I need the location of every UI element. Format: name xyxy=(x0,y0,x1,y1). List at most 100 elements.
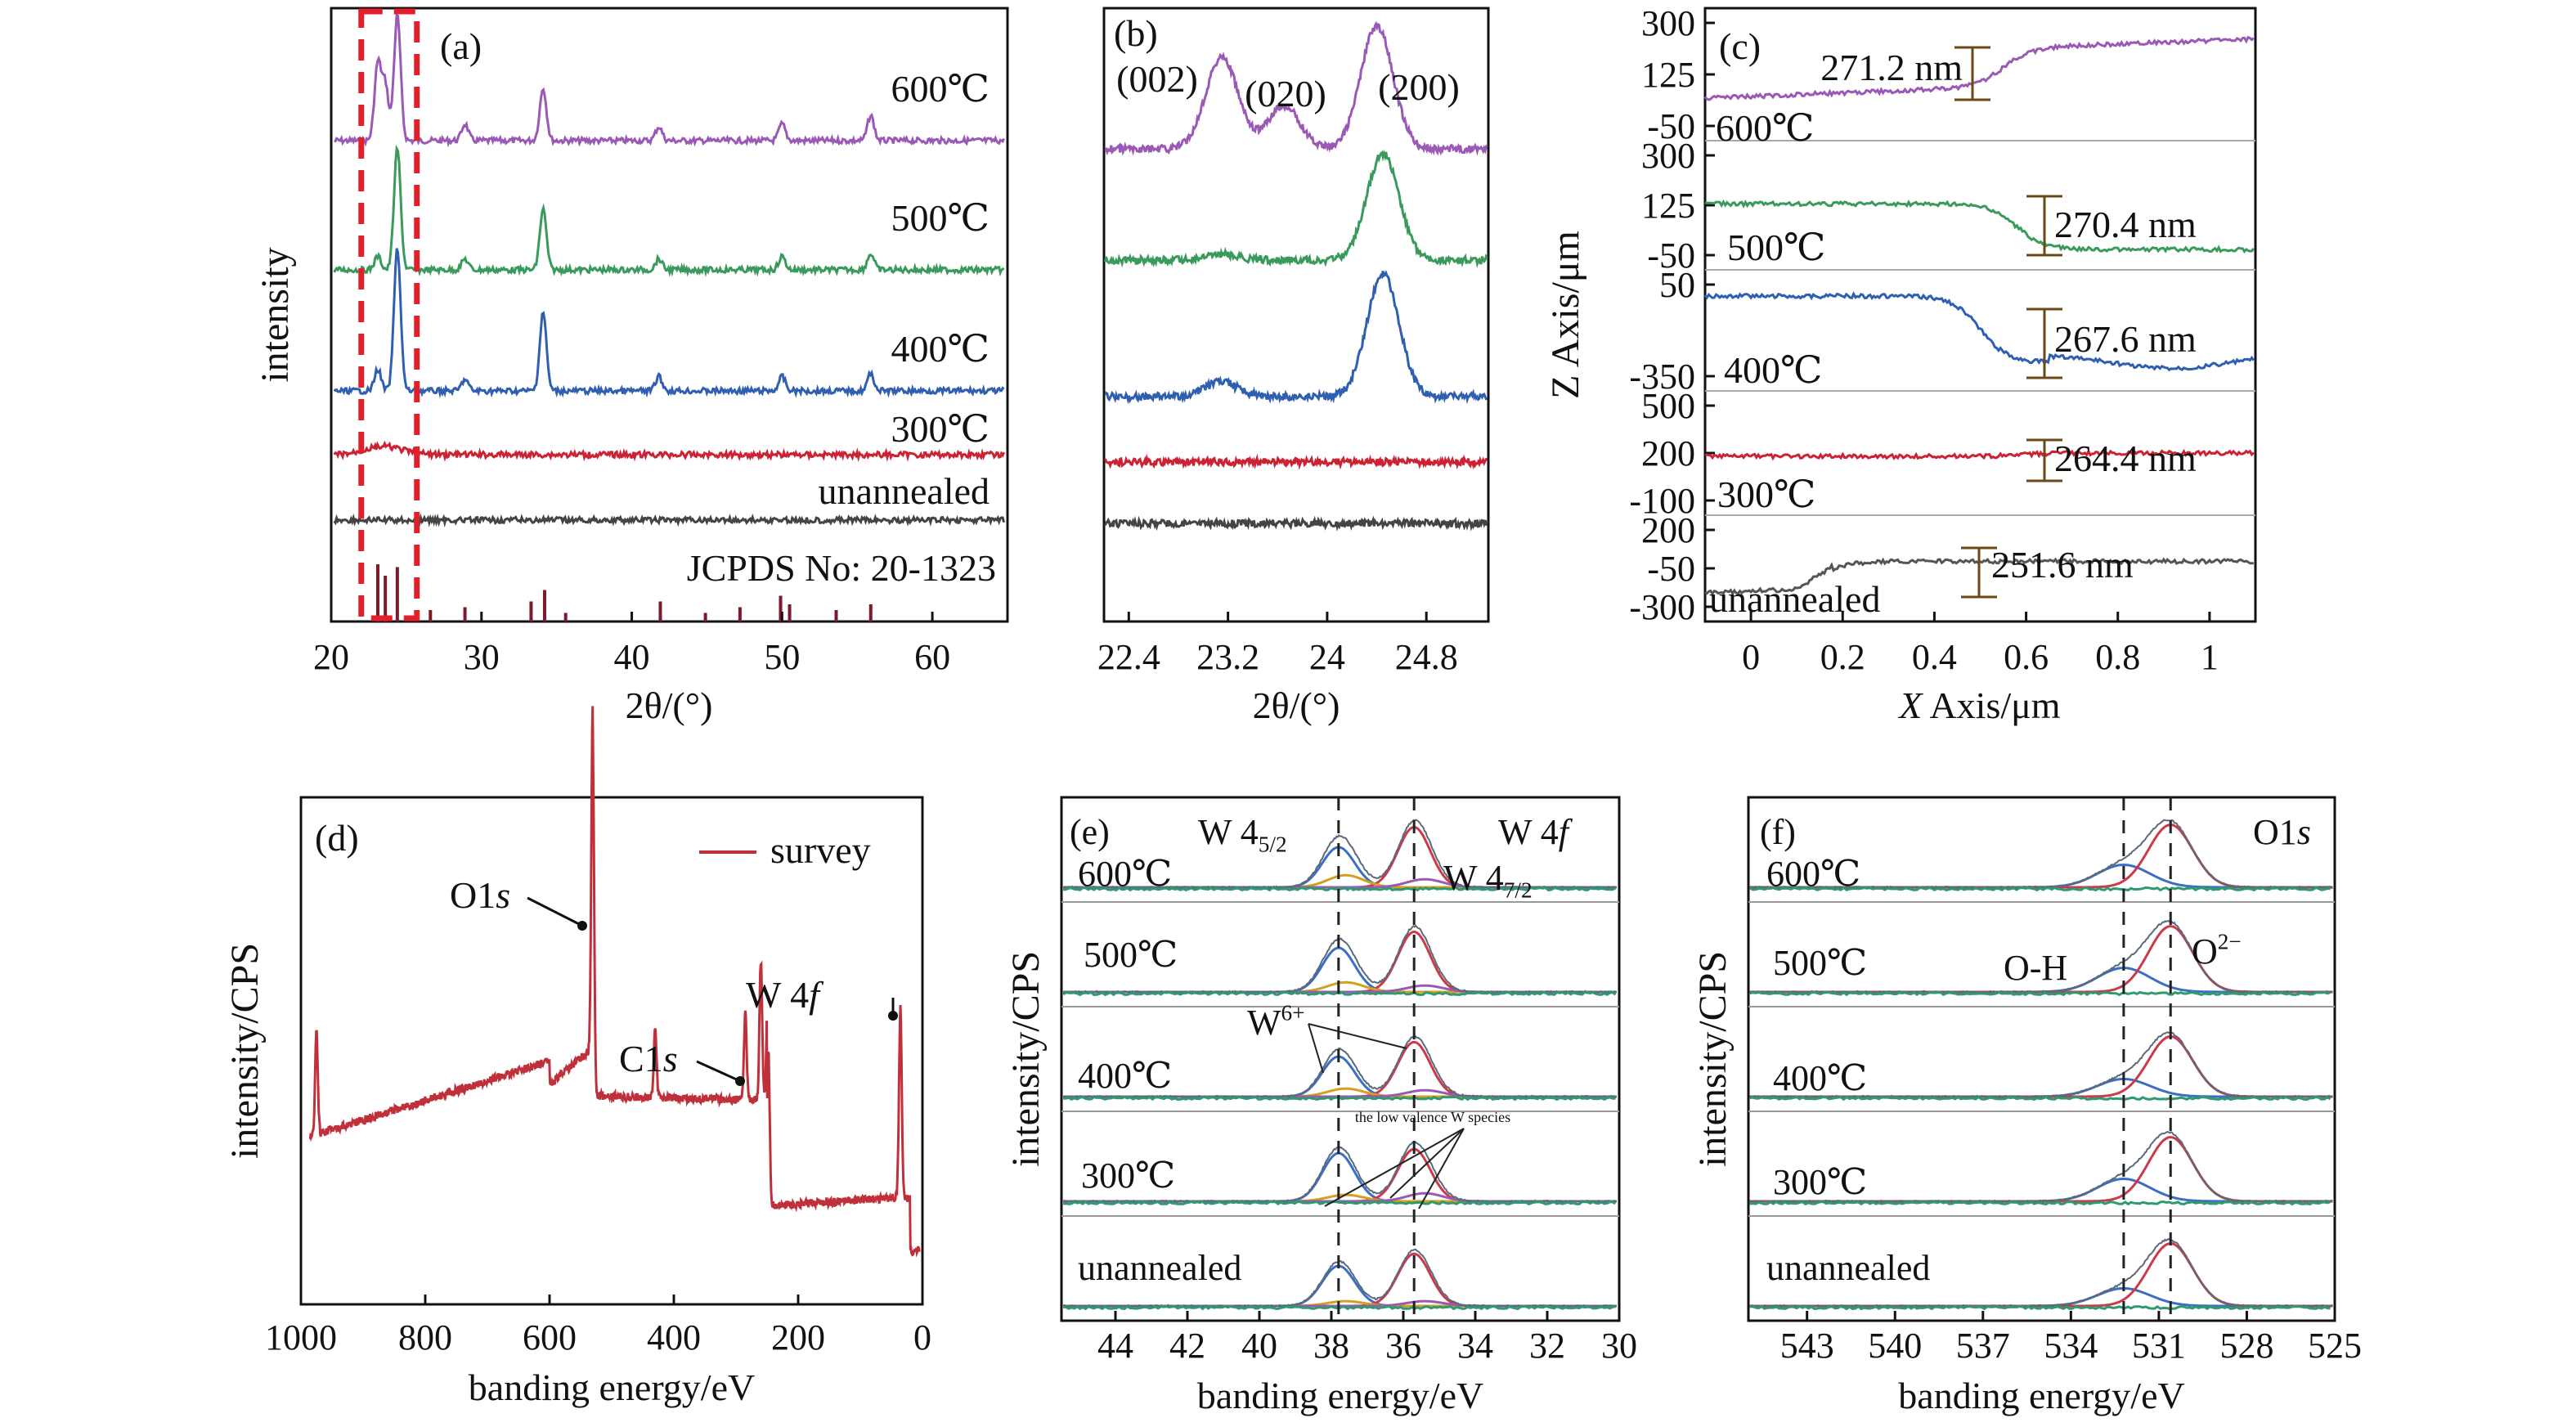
annotation-low-valence: the low valence W species xyxy=(1355,1109,1510,1125)
annotation-w4f: W 4f xyxy=(1498,812,1573,852)
c-ytick-label: 300 xyxy=(1641,3,1695,43)
e-xtick-label: 38 xyxy=(1313,1326,1349,1366)
series-line-b-300℃ xyxy=(1104,453,1488,470)
b-xtick-label: 24.8 xyxy=(1395,637,1458,677)
panel-label-e: (e) xyxy=(1070,812,1110,852)
series-line-b-unannealed xyxy=(1104,515,1488,532)
y-axis-label-f: intensity/CPS xyxy=(1691,951,1735,1167)
c-xtick-label: 0.6 xyxy=(2004,637,2049,677)
y-axis-label-c: Z Axis/μm xyxy=(1544,231,1587,399)
d-xtick-label: 800 xyxy=(398,1317,452,1357)
c-ytick-label: -50 xyxy=(1647,106,1695,146)
step-label-c: 264.4 nm xyxy=(2054,438,2197,479)
a-xtick-label: 30 xyxy=(464,637,500,677)
annotation-w6-suffix: 6+ xyxy=(1281,1000,1305,1025)
c-ytick-label: 125 xyxy=(1641,186,1695,226)
f-baseline-line xyxy=(1749,1304,2331,1311)
d-xtick-label: 400 xyxy=(647,1317,701,1357)
c-ytick-label: -350 xyxy=(1629,357,1695,397)
subpanel-label-c: 400℃ xyxy=(1724,349,1822,391)
c-xtick-label: 0 xyxy=(1742,637,1760,677)
series-label-a: 400℃ xyxy=(891,328,990,370)
x-axis-label-c-italic: X xyxy=(1897,684,1923,726)
step-label-c: 271.2 nm xyxy=(1820,47,1963,88)
row-label-e: 300℃ xyxy=(1081,1156,1175,1196)
annotation-arrowhead-d xyxy=(577,921,587,931)
annotation-d-main: W 4 xyxy=(746,974,809,1016)
series-line-c-300℃ xyxy=(1704,448,2255,461)
peak-label-b: (002) xyxy=(1116,58,1198,100)
x-axis-label-e: banding energy/eV xyxy=(1197,1375,1483,1416)
f-baseline-line xyxy=(1748,886,2331,892)
f-baseline-line xyxy=(1749,1200,2331,1206)
annotation-w4f52-main: W 4 xyxy=(1198,812,1259,852)
series-line-d xyxy=(308,706,921,1258)
f-component-line xyxy=(1749,1286,2333,1308)
annotation-w4f72-main: W 4 xyxy=(1443,858,1504,898)
annotation-w4f-main: W 4 xyxy=(1498,812,1559,852)
f-xtick-label: 528 xyxy=(2219,1326,2273,1366)
c-ytick-label: 125 xyxy=(1641,55,1695,95)
x-axis-label-c: X Axis/μm xyxy=(1897,684,2060,726)
annotation-o2: O2− xyxy=(2192,929,2242,972)
annotation-arrowhead-d xyxy=(888,1011,898,1021)
series-line-a-400℃ xyxy=(333,248,1005,399)
d-xtick-label: 0 xyxy=(913,1317,931,1357)
y-axis-label-a: intensity xyxy=(254,247,297,382)
f-envelope-line xyxy=(1749,819,2333,890)
panel-b-frame xyxy=(1102,7,1490,623)
annotation-oh: O-H xyxy=(2004,948,2067,988)
panel-label-d: (d) xyxy=(315,817,359,859)
y-axis-label-e: intensity/CPS xyxy=(1004,951,1048,1167)
e-xtick-label: 36 xyxy=(1385,1326,1421,1366)
row-label-e: 400℃ xyxy=(1078,1056,1172,1096)
f-envelope-line xyxy=(1749,920,2333,994)
c-ytick-label: -50 xyxy=(1647,236,1695,276)
e-xtick-label: 40 xyxy=(1241,1326,1277,1366)
b-xtick-label: 22.4 xyxy=(1097,637,1160,677)
peak-label-b: (200) xyxy=(1378,66,1460,108)
e-component-line xyxy=(1063,984,1617,994)
c-ytick-label: 50 xyxy=(1659,265,1695,305)
annotation-d-suffix: s xyxy=(496,874,510,916)
e-xtick-label: 34 xyxy=(1457,1326,1493,1366)
annotation-w4f72-suffix: 7/2 xyxy=(1504,878,1533,903)
subpanel-label-c: unannealed xyxy=(1709,578,1880,620)
panel-a-frame xyxy=(330,7,1009,623)
y-axis-label-d: intensity/CPS xyxy=(223,943,267,1159)
x-axis-label-d: banding energy/eV xyxy=(469,1366,755,1408)
row-label-e: 500℃ xyxy=(1084,935,1178,975)
step-label-c: 270.4 nm xyxy=(2054,204,2197,245)
d-xtick-label: 200 xyxy=(771,1317,825,1357)
annotation-w6-main: W xyxy=(1247,1003,1281,1043)
legend-label-d: survey xyxy=(770,829,871,871)
series-line-a-300℃ xyxy=(333,440,1005,463)
e-xtick-label: 32 xyxy=(1529,1326,1565,1366)
series-label-a: 600℃ xyxy=(891,68,990,110)
c-ytick-label: 200 xyxy=(1641,510,1695,550)
c-ytick-label: 500 xyxy=(1641,386,1695,426)
annotation-w4f52-suffix: 5/2 xyxy=(1259,832,1287,857)
highlight-box-a xyxy=(358,8,420,622)
series-line-b-500℃ xyxy=(1104,149,1488,269)
e-envelope-line xyxy=(1062,924,1618,994)
a-xtick-label: 60 xyxy=(914,637,950,677)
panel-label-f: (f) xyxy=(1760,812,1796,852)
annotation-arrow-low-valence xyxy=(1418,1128,1465,1209)
annotation-w4f72: W 47/2 xyxy=(1443,858,1533,903)
panel-label-a: (a) xyxy=(440,25,482,67)
f-baseline-line xyxy=(1749,990,2331,997)
annotation-d-main: C1 xyxy=(619,1038,663,1079)
f-envelope-line xyxy=(1749,1237,2333,1308)
series-line-c-400℃ xyxy=(1703,291,2255,372)
c-ytick-label: 200 xyxy=(1641,433,1695,473)
panel-label-c: (c) xyxy=(1719,25,1761,67)
series-line-b-400℃ xyxy=(1104,270,1488,405)
series-line-b-600℃ xyxy=(1104,20,1488,156)
e-xtick-label: 30 xyxy=(1601,1326,1637,1366)
x-axis-label-c-rest: Axis/μm xyxy=(1923,684,2061,726)
d-xtick-label: 1000 xyxy=(265,1317,337,1357)
annotation-o1s-suffix: s xyxy=(2297,812,2311,852)
reference-label-a: JCPDS No: 20-1323 xyxy=(687,547,996,589)
